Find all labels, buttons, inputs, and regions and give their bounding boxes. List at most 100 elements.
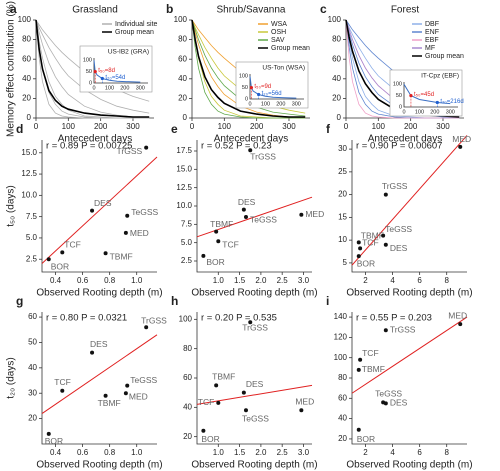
x-tick-label: 0.4 bbox=[50, 276, 62, 285]
point bbox=[383, 192, 388, 197]
point bbox=[383, 328, 388, 333]
x-tick-label: 0 bbox=[344, 122, 349, 131]
y-tick-label: 50 bbox=[28, 338, 37, 347]
axis-frame bbox=[351, 140, 467, 273]
point-label: TeGSS bbox=[242, 414, 269, 424]
point bbox=[201, 428, 206, 433]
point bbox=[214, 383, 219, 388]
x-tick-label: 0.8 bbox=[104, 276, 116, 285]
series-line bbox=[191, 19, 306, 118]
y-tick-label: 0 bbox=[183, 113, 188, 122]
y-tick-label: 10.0 bbox=[21, 190, 37, 199]
legend-label: Individual site bbox=[115, 21, 158, 28]
y-tick-label: 20 bbox=[338, 434, 347, 443]
x-tick-label: 4 bbox=[390, 448, 395, 457]
y-tick-label: 100 bbox=[328, 15, 342, 24]
y-tick-label: 80 bbox=[338, 373, 347, 382]
legend-label: MF bbox=[425, 45, 435, 52]
x-tick-label: 200 bbox=[250, 122, 264, 131]
point bbox=[356, 240, 361, 245]
legend-label: EBF bbox=[425, 37, 439, 44]
point bbox=[216, 239, 221, 244]
inset-y-tick-label: 100 bbox=[83, 58, 92, 64]
inset-axis bbox=[93, 58, 148, 84]
x-tick-label: 1.5 bbox=[234, 276, 246, 285]
y-tick-label: 60 bbox=[22, 54, 31, 63]
x-tick-label: 0 bbox=[190, 122, 195, 131]
stats-label: r = 0.89 P = 0.00725 bbox=[46, 141, 132, 152]
y-tick-label: 100 bbox=[174, 15, 188, 24]
axis-frame bbox=[196, 140, 312, 273]
point-label: TrGSS bbox=[242, 323, 268, 333]
x-tick-label: 2.5 bbox=[277, 448, 289, 457]
point-label: TCF bbox=[198, 397, 215, 407]
inset-point bbox=[257, 92, 261, 97]
legend-label: Group mean bbox=[115, 29, 154, 36]
x-tick-label: 100 bbox=[62, 122, 76, 131]
point-label: BOR bbox=[357, 434, 375, 444]
panel-letter: f bbox=[326, 122, 331, 136]
x-axis-label: Antecedent days bbox=[214, 134, 289, 145]
legend-label: OSH bbox=[271, 29, 286, 36]
y-tick-label: 60 bbox=[178, 54, 187, 63]
point-label: TeGSS bbox=[385, 224, 412, 234]
point bbox=[123, 230, 128, 235]
y-tick-label: 80 bbox=[22, 35, 31, 44]
x-tick-label: 0.4 bbox=[50, 448, 62, 457]
point-label: BOR bbox=[201, 434, 219, 444]
point bbox=[216, 400, 221, 405]
inset-point bbox=[435, 100, 439, 105]
inset-y-tick-label: 50 bbox=[396, 93, 402, 99]
point-label: TCF bbox=[362, 238, 379, 248]
point bbox=[248, 320, 253, 325]
inset-title: US-Ton (WSA) bbox=[262, 65, 305, 72]
point-label: TrGSS bbox=[141, 315, 167, 325]
panel-title: Forest bbox=[391, 5, 420, 16]
legend-label: WSA bbox=[271, 21, 287, 28]
point bbox=[60, 250, 65, 255]
legend-label: Group mean bbox=[425, 53, 464, 60]
inset-frame bbox=[235, 61, 309, 109]
panel-letter: b bbox=[166, 2, 173, 16]
point-label: BOR bbox=[357, 258, 375, 268]
point-label: BOR bbox=[51, 261, 69, 271]
panel-letter: h bbox=[171, 294, 178, 308]
point bbox=[214, 229, 219, 234]
series-line bbox=[35, 19, 150, 118]
axis-frame bbox=[41, 140, 157, 273]
point-label: TCF bbox=[362, 348, 379, 358]
point-label: TeGSS bbox=[375, 389, 402, 399]
point bbox=[123, 391, 128, 396]
x-tick-label: 3.0 bbox=[298, 448, 310, 457]
series-line bbox=[191, 19, 306, 117]
point-label: TrGSS bbox=[250, 152, 276, 162]
panel-title: Grassland bbox=[72, 5, 118, 16]
stats-label: r = 0.20 P = 0.535 bbox=[201, 313, 277, 324]
inset-x-tick-label: 300 bbox=[446, 109, 455, 115]
y-tick-label: 12.5 bbox=[176, 183, 192, 192]
y-tick-label: 25 bbox=[338, 167, 347, 176]
point bbox=[201, 253, 206, 258]
inset-point bbox=[249, 86, 253, 90]
point bbox=[383, 242, 388, 247]
y-tick-label: 2.5 bbox=[181, 256, 193, 265]
point-label: TrGSS bbox=[382, 181, 408, 191]
y-tick-label: 80 bbox=[332, 35, 341, 44]
axis-frame bbox=[196, 312, 312, 445]
legend-label: Group mean bbox=[271, 45, 310, 52]
y-tick-label: 15.0 bbox=[21, 148, 37, 157]
panel-letter: g bbox=[16, 294, 23, 308]
y-tick-label: 140 bbox=[334, 312, 348, 321]
x-tick-label: 2.5 bbox=[277, 276, 289, 285]
inset-axis bbox=[403, 82, 458, 108]
point bbox=[358, 357, 363, 362]
point-label: TCF bbox=[64, 240, 81, 250]
inset-title: IT-Cpz (EBF) bbox=[421, 73, 459, 80]
point bbox=[356, 367, 361, 372]
y-tick-label: 60 bbox=[28, 312, 37, 321]
point-label: TCF bbox=[222, 239, 239, 249]
fit-line bbox=[196, 384, 313, 405]
y-tick-label: 20 bbox=[22, 94, 31, 103]
x-tick-label: 2.0 bbox=[255, 276, 267, 285]
y-tick-label: 80 bbox=[178, 35, 187, 44]
